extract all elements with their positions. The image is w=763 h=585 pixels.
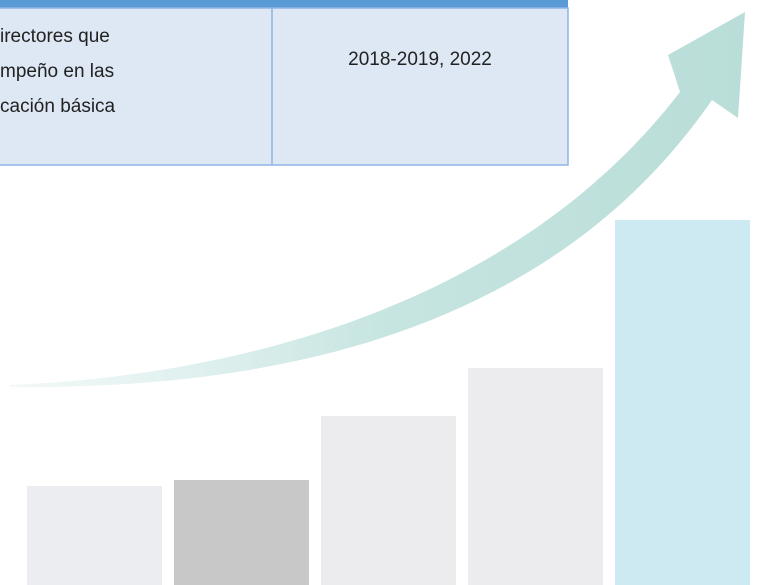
table-row xyxy=(0,7,569,166)
arrow xyxy=(10,12,745,388)
cell-text: 2018-2019, 2022 xyxy=(348,49,492,70)
bar xyxy=(321,416,456,585)
table-header xyxy=(0,0,568,8)
bar xyxy=(174,480,309,585)
cell-text: irectores que xyxy=(0,26,110,47)
cell-text: cación básica xyxy=(0,96,116,117)
bar xyxy=(615,220,750,585)
bar xyxy=(27,486,162,585)
bar xyxy=(468,368,603,585)
cell-text: mpeño en las xyxy=(0,61,114,82)
